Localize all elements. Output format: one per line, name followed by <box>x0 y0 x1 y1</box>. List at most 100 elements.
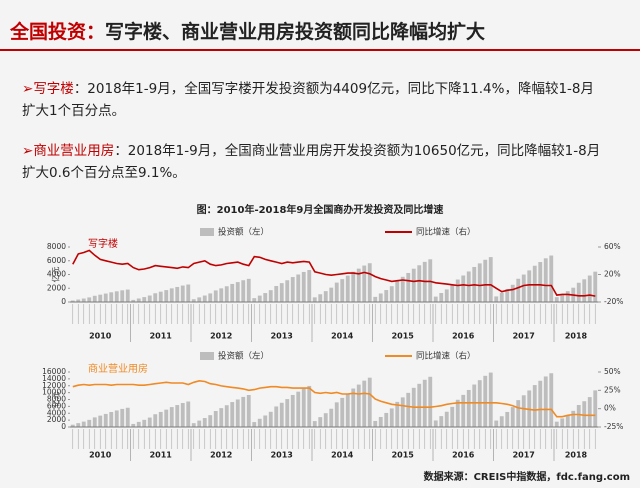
bar <box>367 263 372 302</box>
bar <box>521 274 526 302</box>
bar <box>312 421 317 427</box>
bar <box>191 423 196 427</box>
year-label: 2012 <box>210 451 232 460</box>
bar <box>285 280 290 302</box>
y-axis-label: 亿元 <box>51 392 61 408</box>
arrow: ➢ <box>22 81 34 97</box>
bar <box>417 265 422 302</box>
bar <box>230 402 235 427</box>
year-label: 2013 <box>271 332 293 341</box>
bar <box>384 412 389 427</box>
bar <box>532 385 537 427</box>
bar <box>439 293 444 302</box>
bar <box>560 418 565 427</box>
y-tick-label: 6000 <box>47 401 66 410</box>
title-main: 写字楼、商业营业用房投资额同比降幅均扩大 <box>105 20 485 43</box>
year-label: 2015 <box>392 332 415 341</box>
bullet-text: ：2018年1-9月，全国写字楼开发投资额为4409亿元，同比下降11.4%，降… <box>22 81 595 119</box>
slide-title: 全国投资：写字楼、商业营业用房投资额同比降幅均扩大 <box>9 20 485 43</box>
bar <box>499 416 504 427</box>
year-label: 2018 <box>565 451 588 460</box>
bar <box>70 424 75 427</box>
bar <box>81 298 86 302</box>
bar <box>76 299 81 302</box>
bar <box>582 279 587 302</box>
bar <box>439 416 444 427</box>
y2-tick-label: 50% <box>604 367 621 376</box>
bar <box>477 263 482 302</box>
bar <box>373 296 378 302</box>
bar <box>109 292 114 302</box>
bar <box>312 297 317 302</box>
bar <box>576 282 581 302</box>
bar <box>290 277 295 302</box>
bar <box>587 275 592 302</box>
bar <box>307 385 312 427</box>
bullet: ➢商业营业用房：2018年1-9月，全国商业营业用房开发投资额为10650亿元，… <box>22 140 607 184</box>
y-tick-label: 16000 <box>42 367 66 376</box>
bar <box>252 422 257 427</box>
bar <box>263 293 268 302</box>
y-tick-label: 8000 <box>47 242 66 251</box>
bar <box>395 401 400 427</box>
bar <box>450 406 455 427</box>
bar <box>158 411 163 427</box>
bar <box>274 406 279 427</box>
bar <box>125 407 130 427</box>
bar <box>164 290 169 302</box>
bar <box>510 407 515 427</box>
bar <box>235 399 240 427</box>
y-tick-label: 10000 <box>42 388 66 397</box>
bar <box>411 268 416 302</box>
bar <box>488 372 493 427</box>
bar <box>186 401 191 427</box>
bar <box>87 419 92 427</box>
bar <box>323 413 328 427</box>
bar <box>92 295 97 302</box>
y-tick-label: 14000 <box>42 374 66 383</box>
bar <box>576 405 581 427</box>
bar <box>433 420 438 427</box>
bar <box>362 380 367 427</box>
chart-label: 写字楼 <box>88 237 118 250</box>
bar <box>356 384 361 427</box>
bar <box>103 293 108 302</box>
bar <box>191 299 196 302</box>
bar <box>494 420 499 427</box>
year-label: 2014 <box>331 332 354 341</box>
bar <box>246 278 251 302</box>
bar <box>219 408 224 427</box>
bar <box>488 257 493 302</box>
bar <box>202 295 207 302</box>
year-label: 2011 <box>150 332 173 341</box>
bar <box>153 293 158 302</box>
bar <box>285 399 290 427</box>
bar <box>593 271 598 302</box>
legend-label: 同比增速（右） <box>416 227 476 238</box>
bar <box>554 421 559 427</box>
bar <box>241 280 246 302</box>
year-label: 2010 <box>89 332 112 341</box>
bar <box>582 401 587 427</box>
bar <box>334 402 339 427</box>
bar <box>593 390 598 427</box>
bar <box>131 423 136 427</box>
year-label: 2010 <box>89 451 112 460</box>
bar <box>510 284 515 302</box>
bar <box>103 413 108 427</box>
bar <box>230 283 235 302</box>
bar <box>175 286 180 302</box>
bar <box>279 283 284 302</box>
bar <box>505 411 510 427</box>
bar <box>549 255 554 302</box>
bar <box>565 414 570 427</box>
bar <box>554 297 559 302</box>
bar <box>400 276 405 302</box>
bar <box>532 265 537 302</box>
y2-tick-label: 0% <box>604 404 616 413</box>
y-tick-label: 12000 <box>42 381 66 390</box>
bar <box>186 284 191 302</box>
bar <box>208 293 213 302</box>
year-label: 2014 <box>331 451 354 460</box>
